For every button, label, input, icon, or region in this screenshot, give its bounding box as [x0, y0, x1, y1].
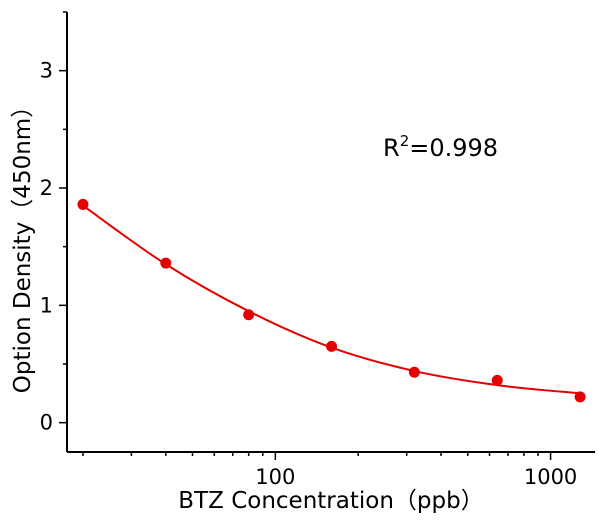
x-tick-label: 100	[255, 465, 295, 489]
fit-curve-group	[82, 204, 581, 395]
data-point	[408, 366, 420, 378]
x-tick-label: 1000	[524, 465, 577, 489]
annotation-superscript: 2	[400, 132, 410, 150]
data-point	[160, 257, 172, 269]
y-tick-label: 0	[40, 411, 53, 435]
annotation-prefix: R	[383, 134, 400, 162]
annotation-suffix: =0.998	[409, 134, 498, 162]
data-points-group	[77, 198, 586, 403]
y-tick-label: 3	[40, 59, 53, 83]
x-axis-title: BTZ Concentration（ppb）	[178, 488, 483, 514]
data-point	[574, 391, 586, 403]
y-axis-title: Option Density（450nm）	[10, 95, 36, 393]
y-tick-label: 1	[40, 293, 53, 317]
fit-curve	[82, 204, 581, 395]
data-point	[326, 340, 338, 352]
data-point	[77, 198, 89, 210]
data-point	[491, 374, 503, 386]
ticks: 0 1 2 3 100 1000	[40, 11, 577, 489]
data-point	[243, 309, 255, 321]
axes	[66, 12, 595, 453]
y-tick-label: 2	[40, 176, 53, 200]
r-squared-annotation: R2=0.998	[383, 132, 498, 162]
